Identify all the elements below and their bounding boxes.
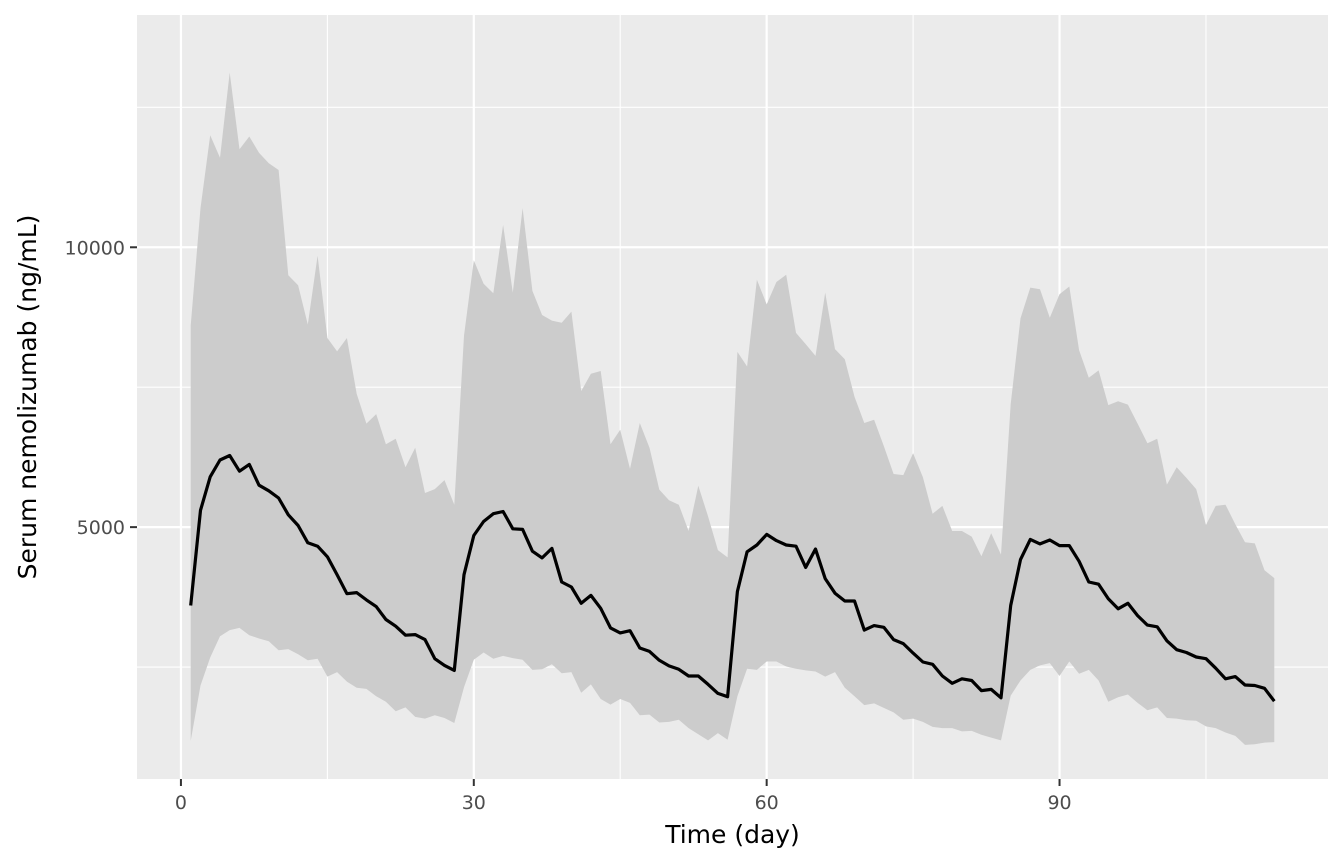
x-tick-label: 60 bbox=[755, 792, 779, 814]
confidence-ribbon bbox=[190, 72, 1275, 745]
y-tick-label: 5000 bbox=[77, 517, 125, 539]
grid-minor bbox=[137, 15, 1328, 779]
y-axis: 5000 10000 bbox=[65, 237, 137, 539]
y-axis-title: Serum nemolizumab (ng/mL) bbox=[13, 215, 42, 580]
median-line bbox=[189, 453, 1276, 703]
x-axis: 0 30 60 90 bbox=[175, 779, 1072, 814]
x-tick-label: 90 bbox=[1047, 792, 1071, 814]
y-tick-label: 10000 bbox=[65, 237, 125, 259]
x-axis-title: Time (day) bbox=[664, 820, 800, 849]
x-tick-label: 0 bbox=[175, 792, 187, 814]
x-tick-label: 30 bbox=[462, 792, 486, 814]
